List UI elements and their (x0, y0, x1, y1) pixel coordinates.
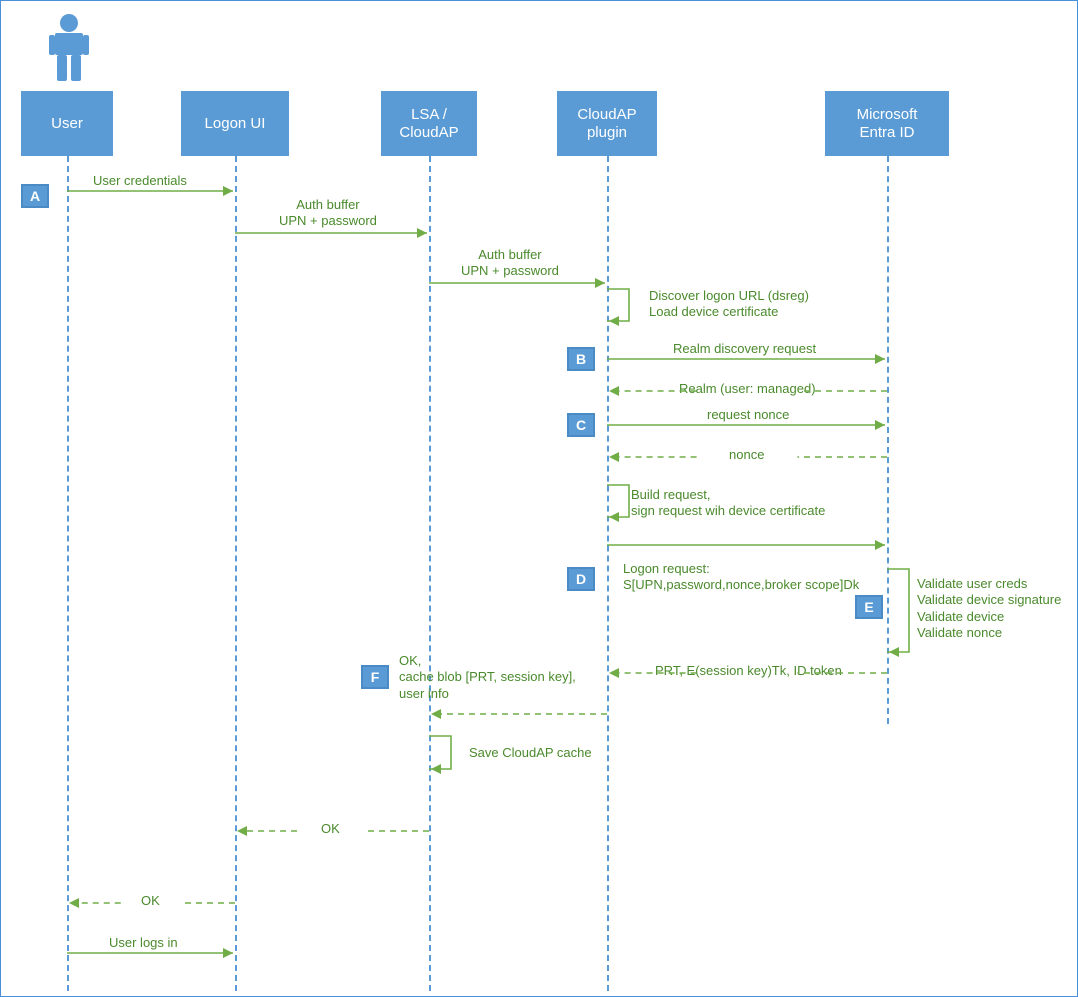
message-label: Realm (user: managed) (679, 381, 816, 397)
participant-label: LSA / CloudAP (399, 106, 458, 142)
participant-label: CloudAP plugin (577, 106, 636, 142)
participant-label: Microsoft Entra ID (857, 106, 918, 142)
step-badge-f: F (361, 665, 389, 689)
lifeline-user (67, 156, 69, 991)
message-label: User credentials (93, 173, 187, 189)
user-actor-icon (49, 13, 89, 83)
message-label: Discover logon URL (dsreg) Load device c… (649, 288, 809, 321)
sequence-diagram: User Logon UI LSA / CloudAP CloudAP plugin M… (0, 0, 1078, 997)
step-badge-label: D (576, 571, 586, 587)
step-badge-c: C (567, 413, 595, 437)
step-badge-d: D (567, 567, 595, 591)
lifeline-entra (887, 156, 889, 724)
message-label: OK, cache blob [PRT, session key], user … (399, 653, 576, 702)
step-badge-label: A (30, 188, 40, 204)
message-label: request nonce (707, 407, 789, 423)
message-label: OK (141, 893, 160, 909)
lifeline-lsa (429, 156, 431, 991)
step-badge-a: A (21, 184, 49, 208)
step-badge-label: C (576, 417, 586, 433)
message-label: Validate user creds Validate device sign… (917, 576, 1061, 641)
message-label: PRT, E(session key)Tk, ID token (655, 663, 842, 679)
message-label: Auth buffer UPN + password (461, 247, 559, 280)
step-badge-e: E (855, 595, 883, 619)
message-label: Realm discovery request (673, 341, 816, 357)
step-badge-label: F (371, 669, 380, 685)
participant-logonui: Logon UI (181, 91, 289, 156)
message-label: Logon request: S[UPN,password,nonce,brok… (623, 561, 859, 594)
message-label: Build request, sign request wih device c… (631, 487, 825, 520)
message-label: User logs in (109, 935, 178, 951)
message-label: nonce (729, 447, 764, 463)
participant-plugin: CloudAP plugin (557, 91, 657, 156)
participant-lsa: LSA / CloudAP (381, 91, 477, 156)
participant-entra: Microsoft Entra ID (825, 91, 949, 156)
lifeline-plugin (607, 156, 609, 991)
step-badge-label: B (576, 351, 586, 367)
participant-user: User (21, 91, 113, 156)
lifeline-logonui (235, 156, 237, 991)
message-label: OK (321, 821, 340, 837)
step-badge-b: B (567, 347, 595, 371)
message-label: Save CloudAP cache (469, 745, 592, 761)
message-label: Auth buffer UPN + password (279, 197, 377, 230)
participant-label: Logon UI (205, 115, 266, 133)
step-badge-label: E (864, 599, 873, 615)
participant-label: User (51, 115, 83, 133)
